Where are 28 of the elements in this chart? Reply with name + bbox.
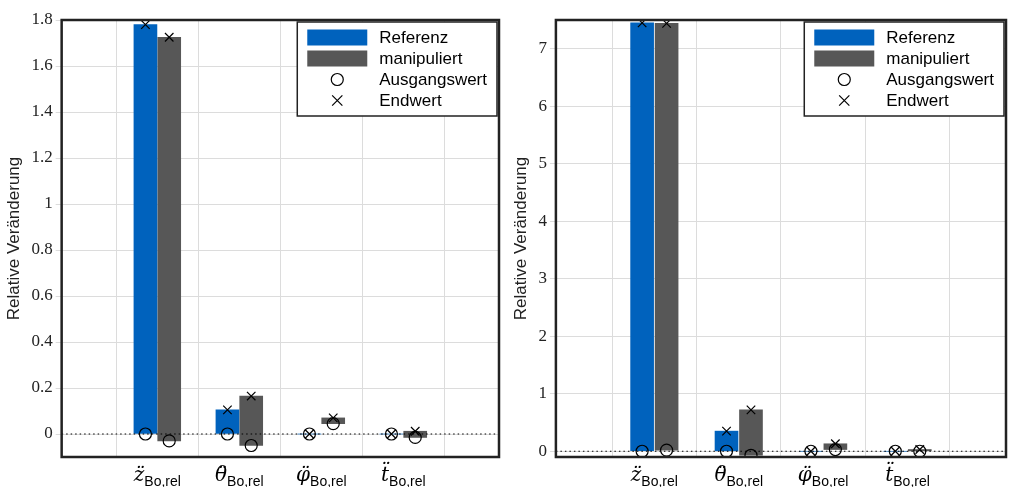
legend-label: Ausgangswert: [379, 70, 488, 90]
y-tick-label: 2: [538, 325, 547, 345]
y-tick-label: 1.8: [31, 9, 53, 29]
y-tick-label: 0: [44, 423, 53, 443]
y-axis-title: Relative Veränderung: [510, 156, 530, 321]
y-axis-title: Relative Veränderung: [3, 156, 23, 321]
y-tick-label: 0.8: [31, 239, 53, 259]
y-tick-label: 4: [538, 210, 548, 230]
y-tick-label: 6: [538, 95, 547, 115]
y-tick-label: 5: [538, 153, 547, 173]
legend-label: Referenz: [379, 28, 449, 48]
y-tick-label: 1: [44, 193, 53, 213]
legend-label: Ausgangswert: [886, 70, 995, 90]
y-tick-label: 3: [538, 268, 547, 288]
legend-label: manipuliert: [379, 49, 463, 69]
y-tick-label: 0.6: [31, 285, 53, 305]
y-tick-label: 0.2: [31, 377, 53, 397]
y-tick-label: 7: [538, 38, 548, 58]
legend-label: manipuliert: [886, 49, 970, 69]
y-tick-label: 0.4: [31, 331, 54, 351]
y-tick-label: 1.2: [31, 147, 53, 167]
legend-label: Referenz: [886, 28, 956, 48]
legend-label: Endwert: [886, 91, 949, 111]
y-tick-label: 1: [538, 383, 547, 403]
y-tick-label: 0: [538, 440, 547, 460]
y-tick-label: 1.6: [31, 55, 53, 75]
y-tick-label: 1.4: [31, 101, 54, 121]
legend-label: Endwert: [379, 91, 442, 111]
